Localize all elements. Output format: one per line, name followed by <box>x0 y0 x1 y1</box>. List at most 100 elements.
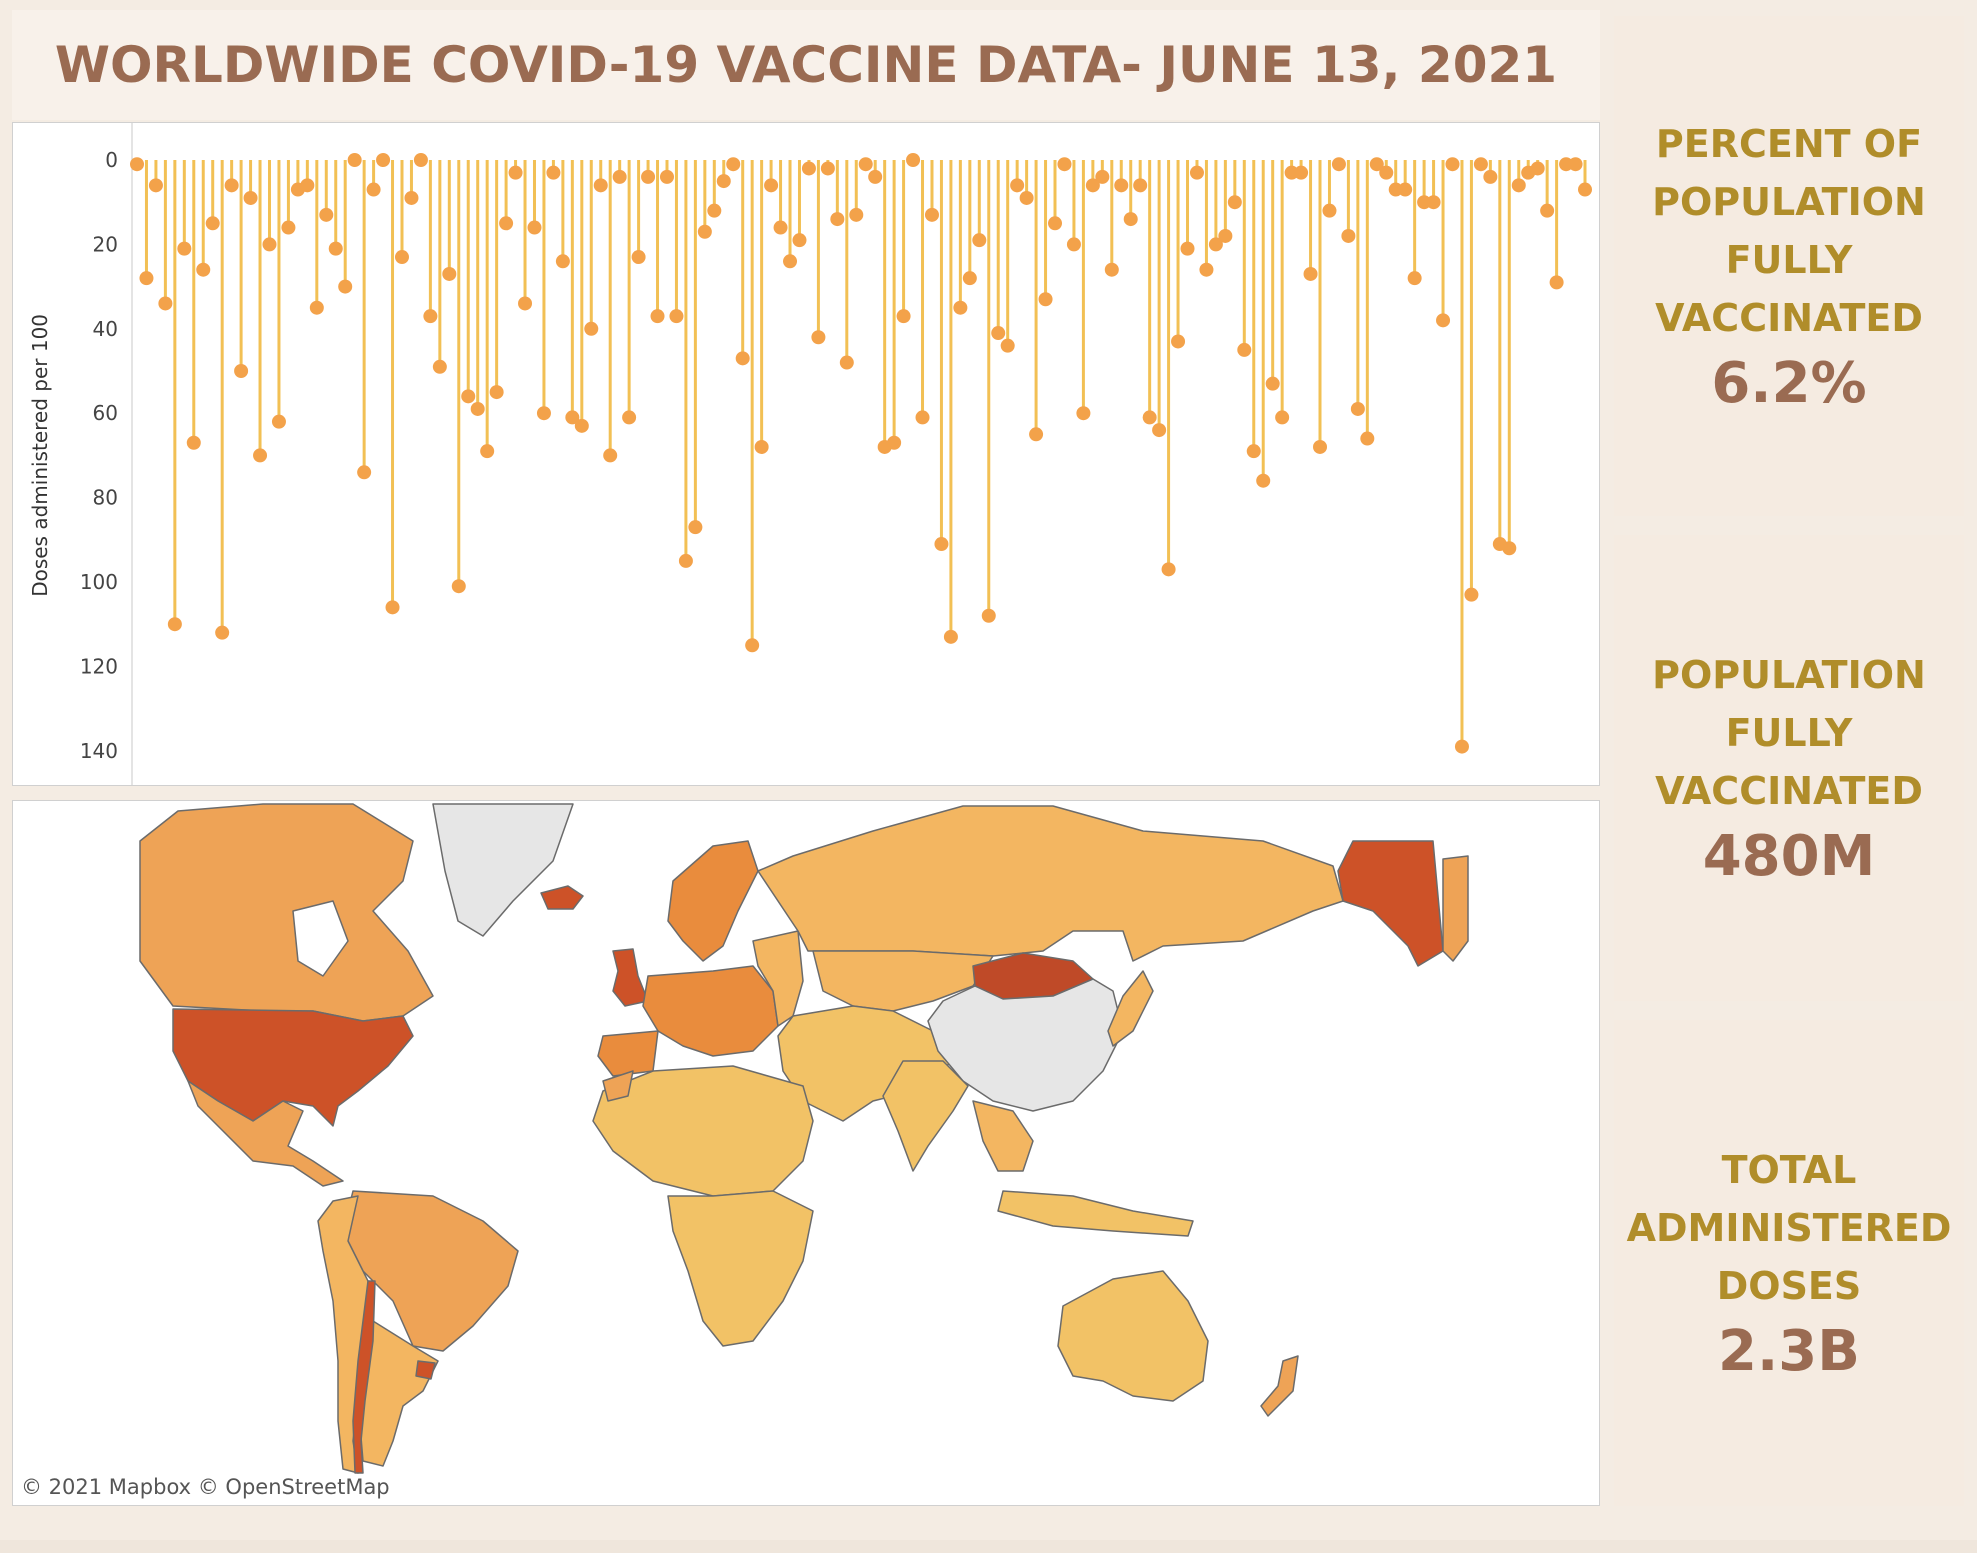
lollipop-point[interactable] <box>584 321 599 336</box>
region-china[interactable] <box>927 978 1124 1112</box>
lollipop-point[interactable] <box>697 224 712 239</box>
lollipop-point[interactable] <box>1161 562 1176 577</box>
lollipop-point[interactable] <box>972 233 987 248</box>
lollipop-point[interactable] <box>1180 241 1195 256</box>
region-russia[interactable] <box>757 805 1344 962</box>
lollipop-point[interactable] <box>1114 178 1129 193</box>
lollipop-point[interactable] <box>574 418 589 433</box>
lollipop-point[interactable] <box>1331 157 1346 172</box>
lollipop-point[interactable] <box>186 435 201 450</box>
lollipop-point[interactable] <box>347 153 362 167</box>
lollipop-point[interactable] <box>754 439 769 454</box>
lollipop-point[interactable] <box>508 165 523 180</box>
lollipop-point[interactable] <box>1322 203 1337 218</box>
lollipop-point[interactable] <box>612 169 627 184</box>
lollipop-point[interactable] <box>451 579 466 594</box>
lollipop-point[interactable] <box>1549 275 1564 290</box>
region-central-asia[interactable] <box>812 950 994 1012</box>
region-alaska[interactable] <box>1337 840 1444 967</box>
lollipop-point[interactable] <box>1369 157 1384 172</box>
lollipop-point[interactable] <box>915 410 930 425</box>
region-north-africa[interactable] <box>592 1065 814 1197</box>
region-greenland[interactable] <box>432 803 574 937</box>
lollipop-point[interactable] <box>432 359 447 374</box>
lollipop-point[interactable] <box>1341 228 1356 243</box>
lollipop-point[interactable] <box>1010 178 1025 193</box>
lollipop-point[interactable] <box>1085 178 1100 193</box>
lollipop-point[interactable] <box>669 309 684 324</box>
region-morocco[interactable] <box>602 1070 634 1102</box>
map-canvas[interactable] <box>13 801 1599 1505</box>
region-mexico[interactable] <box>187 1080 344 1187</box>
region-canada[interactable] <box>139 803 434 1022</box>
lollipop-point[interactable] <box>1568 157 1583 172</box>
lollipop-point[interactable] <box>1294 165 1309 180</box>
lollipop-point[interactable] <box>328 241 343 256</box>
region-eastern-europe[interactable] <box>752 930 804 1027</box>
lollipop-point[interactable] <box>1076 406 1091 421</box>
lollipop-point[interactable] <box>338 279 353 294</box>
lollipop-point[interactable] <box>764 178 779 193</box>
lollipop-point[interactable] <box>943 629 958 644</box>
region-western-europe[interactable] <box>642 965 779 1057</box>
lollipop-point[interactable] <box>1038 292 1053 307</box>
lollipop-point[interactable] <box>555 254 570 269</box>
lollipop-point[interactable] <box>783 254 798 269</box>
lollipop-point[interactable] <box>158 296 173 311</box>
lollipop-point[interactable] <box>1104 262 1119 277</box>
region-southeast-asia[interactable] <box>972 1100 1034 1172</box>
region-new-zealand[interactable] <box>1260 1355 1299 1417</box>
lollipop-point[interactable] <box>499 216 514 231</box>
lollipop-point[interactable] <box>716 174 731 189</box>
lollipop-point[interactable] <box>953 300 968 315</box>
lollipop-point[interactable] <box>641 169 656 184</box>
lollipop-point[interactable] <box>527 220 542 235</box>
lollipop-point[interactable] <box>1530 161 1545 176</box>
lollipop-point[interactable] <box>1142 410 1157 425</box>
lollipop-point[interactable] <box>300 178 315 193</box>
region-uruguay[interactable] <box>415 1360 436 1380</box>
lollipop-point[interactable] <box>253 448 268 463</box>
lollipop-point[interactable] <box>1171 334 1186 349</box>
lollipop-point[interactable] <box>376 153 391 167</box>
lollipop-point[interactable] <box>461 389 476 404</box>
lollipop-point[interactable] <box>650 309 665 324</box>
lollipop-point[interactable] <box>215 625 230 640</box>
lollipop-point[interactable] <box>820 161 835 176</box>
lollipop-point[interactable] <box>1000 338 1015 353</box>
lollipop-point[interactable] <box>603 448 618 463</box>
lollipop-point[interactable] <box>1066 237 1081 252</box>
lollipop-point[interactable] <box>1199 262 1214 277</box>
lollipop-point[interactable] <box>319 207 334 222</box>
region-southern-africa[interactable] <box>667 1190 814 1347</box>
lollipop-point[interactable] <box>243 190 258 205</box>
lollipop-point[interactable] <box>130 157 144 172</box>
lollipop-point[interactable] <box>1218 228 1233 243</box>
lollipop-point[interactable] <box>224 178 239 193</box>
lollipop-point[interactable] <box>1426 195 1441 210</box>
lollipop-point[interactable] <box>565 410 580 425</box>
lollipop-point[interactable] <box>205 216 220 231</box>
lollipop-point[interactable] <box>1303 266 1318 281</box>
lollipop-point[interactable] <box>1540 203 1555 218</box>
lollipop-point[interactable] <box>1133 178 1148 193</box>
lollipop-point[interactable] <box>385 600 400 615</box>
lollipop-point[interactable] <box>281 220 296 235</box>
lollipop-point[interactable] <box>934 537 949 552</box>
lollipop-point[interactable] <box>1095 169 1110 184</box>
lollipop-point[interactable] <box>631 250 646 265</box>
lollipop-point[interactable] <box>839 355 854 370</box>
lollipop-point[interactable] <box>1265 376 1280 391</box>
lollipop-point[interactable] <box>366 182 381 197</box>
lollipop-point[interactable] <box>148 178 163 193</box>
lollipop-point[interactable] <box>196 262 211 277</box>
lollipop-point[interactable] <box>1502 541 1517 556</box>
lollipop-point[interactable] <box>234 364 249 378</box>
lollipop-point[interactable] <box>1360 431 1375 446</box>
lollipop-point[interactable] <box>773 220 788 235</box>
lollipop-point[interactable] <box>811 330 826 345</box>
lollipop-point[interactable] <box>1464 587 1479 602</box>
lollipop-point[interactable] <box>735 351 750 366</box>
lollipop-point[interactable] <box>1048 216 1063 231</box>
lollipop-point[interactable] <box>309 300 324 315</box>
